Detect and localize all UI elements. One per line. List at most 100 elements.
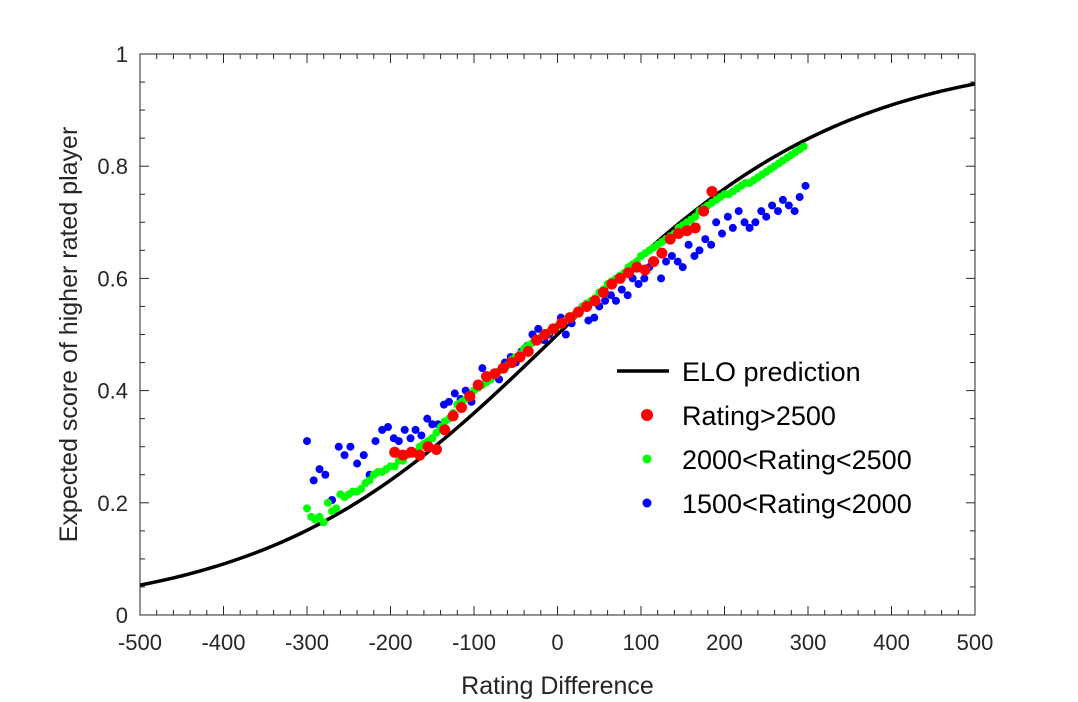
- data-point: [406, 434, 415, 443]
- elo-curve-layer: [139, 82, 976, 587]
- y-tick-label: 0: [116, 603, 128, 628]
- data-point: [428, 434, 437, 443]
- data-point: [681, 225, 693, 237]
- y-axis-label: Expected score of higher rated player: [55, 127, 83, 543]
- data-point: [790, 207, 799, 216]
- data-point: [712, 218, 721, 227]
- data-point: [601, 296, 610, 305]
- data-point: [707, 240, 716, 249]
- data-point: [757, 207, 766, 216]
- data-point: [639, 264, 651, 276]
- data-point: [751, 218, 760, 227]
- x-tick-label: -100: [452, 630, 496, 655]
- data-point: [667, 251, 676, 260]
- data-point: [303, 437, 311, 446]
- legend-swatch-series-1: [641, 409, 653, 421]
- x-tick-label: -300: [285, 630, 329, 655]
- legend: ELO prediction Rating>2500 2000<Rating<250…: [617, 357, 912, 519]
- data-point: [597, 286, 609, 298]
- data-point: [464, 390, 476, 402]
- data-point: [417, 431, 426, 440]
- data-point: [400, 425, 409, 434]
- data-point: [664, 233, 676, 245]
- data-point: [723, 212, 732, 221]
- data-point: [590, 313, 599, 322]
- data-point: [691, 212, 700, 221]
- data-point: [795, 193, 804, 202]
- data-point: [728, 223, 737, 232]
- data-point: [614, 272, 626, 284]
- data-point: [706, 185, 718, 197]
- data-point: [315, 512, 324, 521]
- data-point: [657, 274, 666, 283]
- data-point: [656, 247, 668, 259]
- data-point: [514, 351, 526, 363]
- data-point: [561, 330, 570, 339]
- data-point: [444, 397, 453, 406]
- x-tick-label: 400: [873, 630, 910, 655]
- data-point: [489, 368, 501, 380]
- data-point: [340, 451, 349, 460]
- data-point: [762, 212, 771, 221]
- data-point: [390, 462, 399, 471]
- data-point: [346, 442, 355, 451]
- data-point: [497, 362, 509, 374]
- data-point: [315, 465, 324, 474]
- data-point: [522, 345, 534, 357]
- x-tick-label: 500: [957, 630, 994, 655]
- data-point: [430, 444, 442, 455]
- data-point: [799, 142, 808, 151]
- data-point: [414, 449, 426, 461]
- legend-label-elo: ELO prediction: [682, 357, 861, 387]
- data-point: [389, 446, 401, 458]
- data-point: [357, 484, 366, 493]
- data-point: [394, 437, 403, 446]
- x-tick-label: -200: [368, 630, 412, 655]
- data-point: [472, 379, 484, 391]
- data-point: [768, 201, 777, 210]
- data-point: [572, 306, 584, 318]
- y-tick-label: 1: [116, 42, 128, 67]
- data-point: [734, 207, 743, 216]
- data-point: [439, 424, 451, 436]
- x-axis-label: Rating Difference: [461, 672, 654, 700]
- data-point: [332, 504, 341, 513]
- data-point: [319, 518, 328, 527]
- y-tick-label: 0.8: [97, 154, 128, 179]
- axes: -500 -400 -300 -200 -100 0 100 200 300 400 500 0 0.2…: [97, 42, 993, 655]
- x-tick-label: 200: [706, 630, 743, 655]
- data-point: [303, 504, 311, 513]
- data-point: [334, 442, 343, 451]
- data-point: [617, 285, 626, 294]
- data-point: [773, 207, 782, 216]
- data-point: [405, 446, 417, 458]
- data-point: [506, 357, 518, 369]
- data-point: [365, 476, 374, 485]
- data-point: [478, 364, 487, 373]
- data-point: [309, 476, 318, 485]
- data-point: [450, 389, 459, 398]
- y-tick-label: 0.6: [97, 266, 128, 291]
- data-point: [323, 498, 332, 507]
- y-tick-label: 0.4: [97, 379, 128, 404]
- data-point: [556, 317, 568, 329]
- data-point: [606, 291, 615, 300]
- legend-label-series-2: 2000<Rating<2500: [682, 445, 912, 475]
- data-point: [581, 300, 593, 312]
- data-point: [631, 261, 643, 273]
- legend-swatch-series-3: [642, 498, 652, 508]
- data-point: [481, 371, 493, 383]
- data-point: [648, 256, 660, 268]
- data-point: [384, 423, 392, 432]
- data-point: [698, 205, 710, 217]
- scatter-points-layer: [303, 142, 810, 527]
- elo-prediction-line: [139, 82, 976, 587]
- data-point: [684, 240, 693, 249]
- legend-label-series-1: Rating>2500: [682, 401, 836, 431]
- data-point: [534, 324, 543, 333]
- y-tick-label: 0.2: [97, 491, 128, 516]
- data-point: [455, 401, 467, 413]
- data-point: [447, 410, 459, 422]
- data-point: [371, 437, 380, 446]
- data-point: [321, 470, 330, 479]
